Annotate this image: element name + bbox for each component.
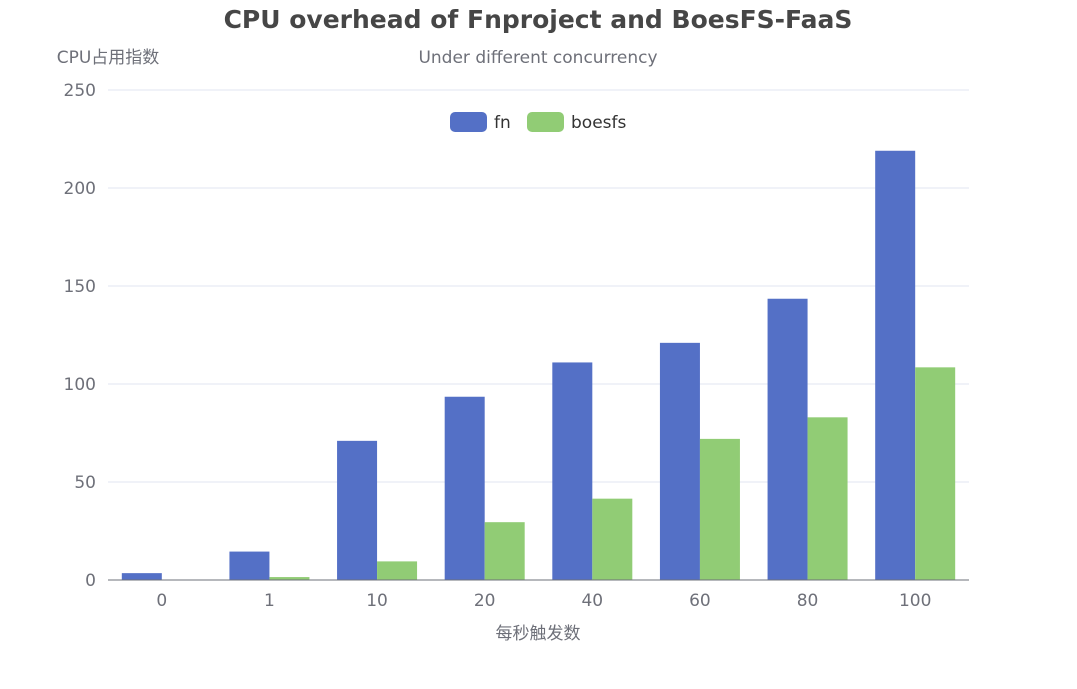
y-axis-label: CPU占用指数 <box>57 48 160 68</box>
y-tick-label: 100 <box>64 375 96 395</box>
x-tick-label: 0 <box>156 591 167 611</box>
legend-label: fn <box>494 113 511 133</box>
y-tick-label: 200 <box>64 179 96 199</box>
bar-boesfs-10[interactable] <box>377 561 418 580</box>
bar-fn-0[interactable] <box>121 573 162 580</box>
legend-swatch <box>450 112 487 132</box>
y-tick-label: 150 <box>64 277 96 297</box>
y-axis-ticks: 0 50 100 150 200 250 <box>64 81 96 591</box>
y-tick-label: 50 <box>74 473 96 493</box>
legend[interactable]: fn boesfs <box>450 112 626 133</box>
x-tick-label: 80 <box>797 591 819 611</box>
chart-subtitle: Under different concurrency <box>418 48 657 68</box>
legend-item-boesfs[interactable]: boesfs <box>527 112 626 133</box>
bar-fn-20[interactable] <box>444 396 485 580</box>
bar-boesfs-80[interactable] <box>807 417 848 580</box>
x-tick-label: 10 <box>366 591 388 611</box>
bar-boesfs-40[interactable] <box>592 498 633 580</box>
y-tick-label: 250 <box>64 81 96 101</box>
y-tick-label: 0 <box>85 571 96 591</box>
x-tick-label: 20 <box>474 591 496 611</box>
x-tick-label: 40 <box>581 591 603 611</box>
legend-item-fn[interactable]: fn <box>450 112 511 133</box>
x-tick-label: 1 <box>264 591 275 611</box>
legend-label: boesfs <box>571 113 626 133</box>
bar-fn-40[interactable] <box>552 362 593 580</box>
bar-fn-10[interactable] <box>337 440 378 580</box>
bar-boesfs-20[interactable] <box>484 522 525 580</box>
x-axis-ticks: 0 1 10 20 40 60 80 100 <box>156 591 931 611</box>
chart-title: CPU overhead of Fnproject and BoesFS-Faa… <box>224 5 853 34</box>
x-axis-label: 每秒触发数 <box>496 624 581 644</box>
x-tick-label: 60 <box>689 591 711 611</box>
bar-fn-60[interactable] <box>659 342 700 580</box>
bar-fn-1[interactable] <box>229 551 270 580</box>
bar-boesfs-100[interactable] <box>915 367 956 580</box>
bar-fn-100[interactable] <box>875 150 916 580</box>
bars <box>121 150 956 580</box>
legend-swatch <box>527 112 564 132</box>
bar-boesfs-1[interactable] <box>269 577 310 580</box>
x-tick-label: 100 <box>899 591 931 611</box>
bar-boesfs-60[interactable] <box>699 438 740 580</box>
bar-fn-80[interactable] <box>767 298 808 580</box>
